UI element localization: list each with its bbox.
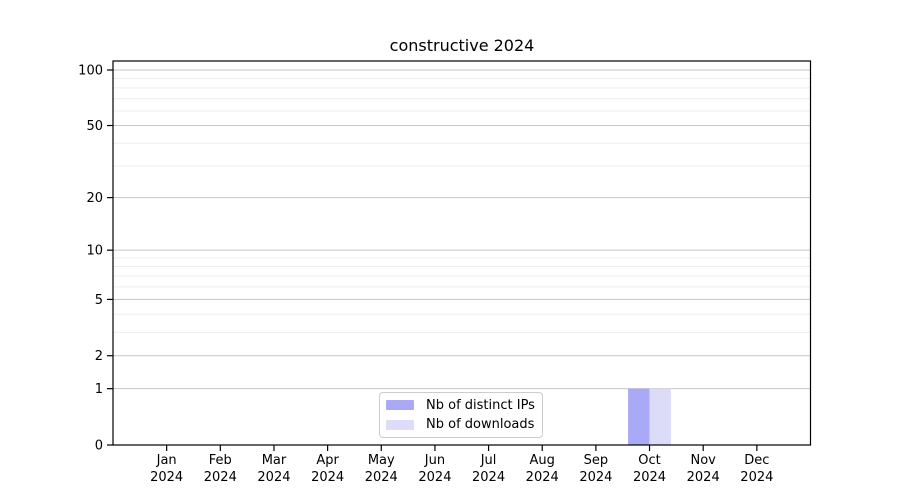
bar-nb-of-distinct-ips-oct-2024 (628, 388, 650, 445)
x-tick-label-year: 2024 (526, 470, 559, 485)
x-tick-label-month: Sep (584, 453, 609, 468)
legend-item-downloads: Nb of downloads (386, 417, 536, 434)
x-tick-label-month: Aug (530, 453, 555, 468)
x-tick-label-month: Feb (209, 453, 232, 468)
legend-label-downloads: Nb of downloads (426, 417, 535, 433)
y-tick-label: 1 (95, 382, 103, 397)
y-tick-label: 20 (86, 191, 103, 206)
x-tick-label-year: 2024 (365, 470, 398, 485)
x-tick-label-year: 2024 (204, 470, 237, 485)
x-tick-label-year: 2024 (311, 470, 344, 485)
x-tick-label-month: Apr (316, 453, 339, 468)
legend: Nb of distinct IPs Nb of downloads (379, 392, 543, 438)
legend-swatch-downloads (386, 419, 414, 430)
bar-nb-of-downloads-oct-2024 (649, 388, 671, 445)
plot-border (112, 60, 812, 446)
x-tick-label-month: Oct (638, 453, 660, 468)
legend-item-distinct-ips: Nb of distinct IPs (386, 397, 536, 414)
x-tick-label-year: 2024 (150, 470, 183, 485)
x-tick-label-year: 2024 (579, 470, 612, 485)
y-tick-label: 50 (86, 119, 103, 134)
y-tick-label: 0 (95, 439, 103, 454)
y-tick-label: 10 (86, 244, 103, 259)
x-tick-label-month: Jul (480, 453, 497, 468)
x-tick-label-month: Jan (156, 453, 177, 468)
chart-title: constructive 2024 (389, 36, 535, 55)
y-tick-label: 2 (95, 349, 103, 364)
y-tick-label: 5 (95, 293, 103, 308)
x-tick-label-month: Mar (262, 453, 287, 468)
x-tick-label-year: 2024 (257, 470, 290, 485)
x-tick-label-year: 2024 (418, 470, 451, 485)
x-tick-label-year: 2024 (740, 470, 773, 485)
x-tick-label-year: 2024 (472, 470, 505, 485)
x-tick-label-year: 2024 (633, 470, 666, 485)
x-tick-label-month: May (368, 453, 395, 468)
x-tick-label-year: 2024 (687, 470, 720, 485)
y-tick-label: 100 (78, 64, 103, 79)
x-tick-label-month: Jun (424, 453, 445, 468)
legend-swatch-distinct-ips (386, 400, 414, 411)
legend-label-distinct-ips: Nb of distinct IPs (426, 397, 535, 413)
x-tick-label-month: Nov (691, 453, 717, 468)
x-tick-label-month: Dec (744, 453, 769, 468)
